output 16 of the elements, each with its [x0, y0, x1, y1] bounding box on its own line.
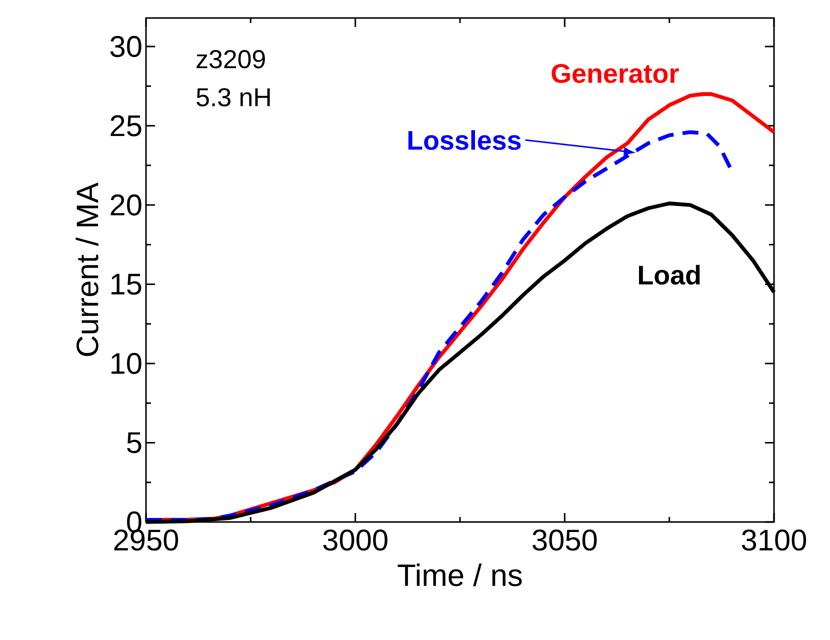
annotation: z3209	[196, 50, 265, 68]
x-tick-label: 3000	[323, 530, 388, 551]
x-tick-label: 3100	[742, 530, 806, 551]
y-tick-label: 20	[110, 194, 142, 216]
series-label: Generator	[552, 64, 679, 83]
y-tick-label: 10	[112, 352, 142, 374]
y-axis-title: Current / MA	[76, 182, 98, 356]
annotation: 5.3 nH	[196, 88, 270, 106]
x-tick-label: 3050	[532, 530, 597, 551]
series-label: Load	[639, 264, 700, 285]
y-tick-label: 30	[110, 36, 142, 58]
y-tick-label: 5	[127, 432, 142, 454]
x-axis-title: Time / ns	[398, 564, 522, 586]
y-tick-label: 25	[110, 115, 142, 136]
legend-label: Lossless	[408, 130, 521, 150]
y-tick-label: 15	[112, 274, 142, 295]
